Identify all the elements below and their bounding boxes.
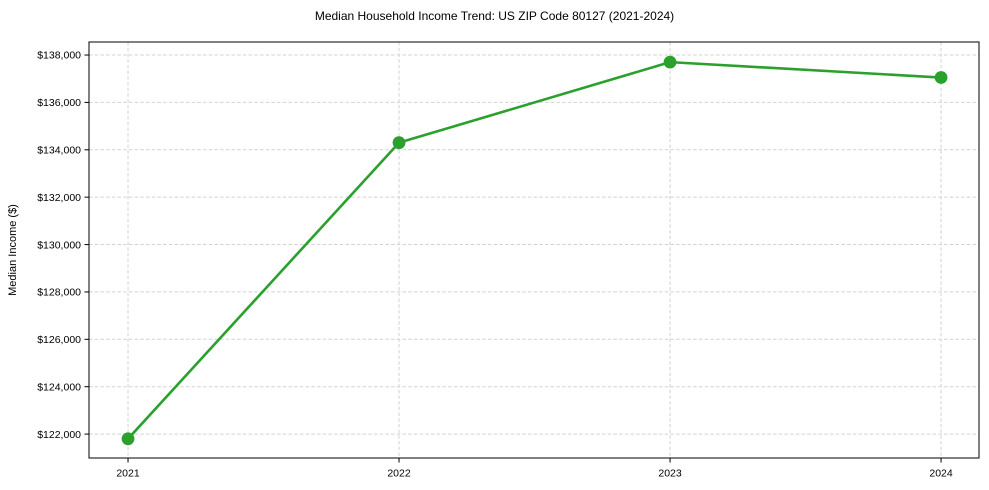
x-tick-label: 2022 xyxy=(387,468,411,480)
y-tick-label: $136,000 xyxy=(37,97,81,109)
y-tick-label: $124,000 xyxy=(37,381,81,393)
data-point xyxy=(121,432,135,446)
plot-border xyxy=(88,41,980,459)
y-tick-label: $132,000 xyxy=(37,192,81,204)
x-tick-label: 2023 xyxy=(658,468,682,480)
data-point xyxy=(663,55,677,69)
y-tick-label: $138,000 xyxy=(37,50,81,62)
data-point xyxy=(934,71,948,84)
y-tick-label: $122,000 xyxy=(37,429,81,441)
y-tick-label: $134,000 xyxy=(37,144,81,156)
x-tick-label: 2024 xyxy=(929,468,953,480)
y-tick-label: $126,000 xyxy=(37,334,81,346)
trend-line xyxy=(126,60,943,441)
y-tick-label: $130,000 xyxy=(37,239,81,251)
y-tick-label: $128,000 xyxy=(37,287,81,299)
data-point xyxy=(392,136,406,150)
x-tick-label: 2021 xyxy=(116,468,140,480)
chart-title: Median Household Income Trend: US ZIP Co… xyxy=(314,9,675,23)
